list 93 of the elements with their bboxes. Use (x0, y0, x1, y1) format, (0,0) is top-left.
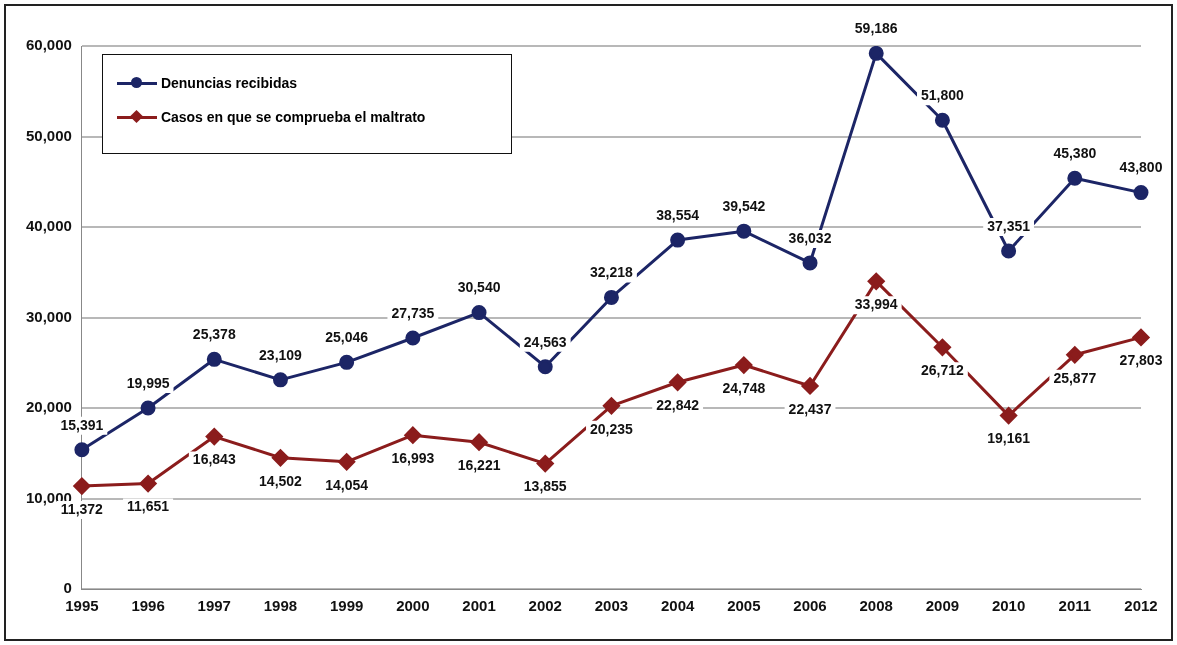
data-label: 25,877 (1053, 369, 1097, 386)
point (867, 272, 885, 290)
data-label: 23,109 (259, 346, 303, 363)
data-label: 32,218 (590, 264, 634, 281)
point (670, 232, 686, 248)
point (471, 305, 487, 321)
data-label: 20,235 (590, 420, 634, 437)
point (73, 477, 91, 495)
point (205, 428, 223, 446)
x-tick-label: 1999 (329, 597, 364, 615)
x-tick-label: 2010 (991, 597, 1026, 615)
data-label: 19,995 (126, 374, 170, 391)
data-label: 36,032 (788, 229, 832, 246)
data-label: 51,800 (921, 87, 965, 104)
point (74, 442, 90, 458)
y-tick-label: 50,000 (25, 126, 72, 144)
point (735, 356, 753, 374)
data-label: 25,046 (325, 329, 369, 346)
point (736, 223, 752, 239)
data-label: 22,437 (788, 400, 832, 417)
x-tick-label: 1996 (131, 597, 165, 615)
y-tick-label: 0 (63, 579, 72, 597)
point (802, 255, 818, 271)
x-tick-label: 2002 (528, 597, 562, 615)
point (339, 354, 355, 370)
data-label: 22,842 (656, 397, 700, 414)
data-label: 16,221 (457, 457, 501, 474)
y-tick-label: 20,000 (25, 398, 72, 416)
x-tick-label: 2000 (396, 597, 430, 615)
x-tick-label: 1998 (263, 597, 298, 615)
point (1067, 170, 1083, 186)
x-tick-label: 2008 (859, 597, 893, 615)
data-label: 24,748 (722, 379, 766, 396)
data-label: 13,855 (523, 478, 567, 495)
data-label: 16,843 (192, 451, 236, 468)
point (801, 377, 819, 395)
data-label: 27,735 (391, 304, 435, 321)
point (206, 351, 222, 367)
x-tick-label: 2006 (793, 597, 827, 615)
data-label: 16,993 (391, 450, 435, 467)
x-tick-label: 1997 (197, 597, 231, 615)
point (405, 330, 421, 346)
point (536, 455, 554, 473)
point (1066, 346, 1084, 364)
point (140, 400, 156, 416)
point (603, 289, 619, 305)
data-label: 14,502 (259, 472, 303, 489)
data-label: 26,712 (921, 362, 965, 379)
data-label: 43,800 (1119, 159, 1163, 176)
legend-label: Casos en que se comprueba el maltrato (160, 109, 426, 125)
point (404, 426, 422, 444)
data-label: 38,554 (656, 206, 700, 223)
point (271, 449, 289, 467)
point (602, 397, 620, 415)
point (139, 475, 157, 493)
x-tick-label: 2005 (727, 597, 761, 615)
data-label: 37,351 (987, 217, 1031, 234)
data-label: 15,391 (60, 416, 104, 433)
data-label: 11,651 (127, 498, 170, 515)
point (933, 338, 951, 356)
point (1001, 243, 1017, 259)
x-tick-label: 2012 (1124, 597, 1158, 615)
data-label: 19,161 (987, 430, 1031, 447)
point (868, 46, 884, 61)
data-label: 39,542 (722, 198, 766, 214)
x-tick-label: 2001 (462, 597, 496, 615)
y-tick-label: 40,000 (25, 217, 72, 235)
point (338, 453, 356, 471)
point (470, 433, 488, 451)
x-tick-label: 2003 (594, 597, 629, 615)
point (1133, 185, 1149, 201)
legend-label: Denuncias recibidas (160, 75, 298, 91)
y-tick-label: 60,000 (25, 36, 72, 54)
data-label: 59,186 (854, 20, 898, 37)
point (272, 372, 288, 388)
data-label: 33,994 (854, 296, 898, 313)
data-label: 27,803 (1119, 352, 1163, 369)
data-label: 24,563 (523, 333, 567, 350)
data-label: 11,372 (60, 500, 104, 517)
point (537, 359, 553, 375)
x-tick-label: 1995 (65, 597, 99, 615)
data-label: 14,054 (325, 476, 369, 493)
x-tick-label: 2009 (925, 597, 960, 615)
data-label: 45,380 (1053, 145, 1097, 162)
point (934, 112, 950, 128)
point (1000, 407, 1018, 425)
point (669, 373, 687, 391)
data-label: 30,540 (457, 279, 501, 296)
data-label: 25,378 (192, 326, 236, 343)
x-tick-label: 2011 (1058, 597, 1092, 615)
x-tick-label: 2004 (660, 597, 695, 615)
point (1132, 328, 1150, 346)
y-tick-label: 30,000 (25, 307, 72, 325)
